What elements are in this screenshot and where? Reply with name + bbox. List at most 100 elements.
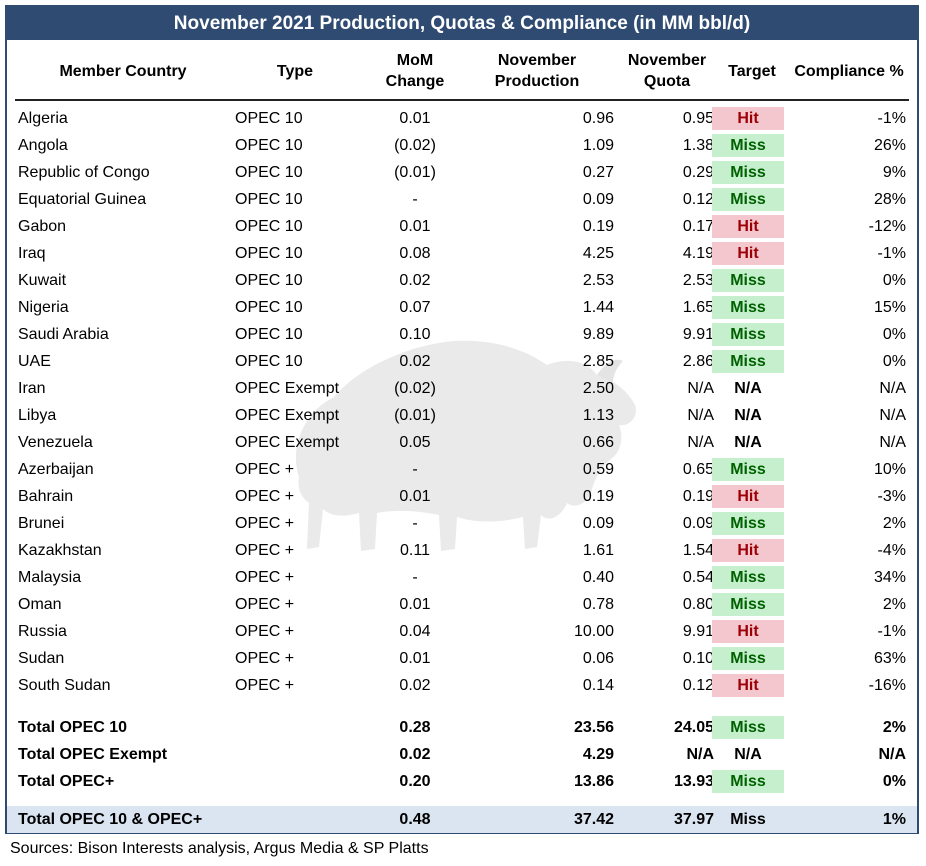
quota-cell: 37.97 xyxy=(673,811,714,828)
header-quota-line2: Quota xyxy=(643,73,691,90)
target-badge: N/A xyxy=(734,380,762,397)
header-production-line1: November xyxy=(497,52,577,69)
compliance-cell: 1% xyxy=(882,811,906,828)
quota-cell: 2.86 xyxy=(682,353,714,370)
target-badge: Miss xyxy=(712,593,784,616)
compliance-cell: -1% xyxy=(877,623,906,640)
type-cell: OPEC Exempt xyxy=(235,407,340,424)
production-cell: 0.09 xyxy=(582,515,614,532)
type-cell: OPEC + xyxy=(235,596,295,613)
production-cell: 2.50 xyxy=(582,380,614,397)
country-cell: Total OPEC 10 & OPEC+ xyxy=(18,811,203,828)
table-row: Algeria OPEC 10 0.01 0.96 0.95 Hit -1% xyxy=(7,105,917,132)
target-badge: N/A xyxy=(734,407,762,424)
quota-cell: 0.19 xyxy=(682,488,714,505)
mom-cell: 0.01 xyxy=(399,596,431,613)
compliance-cell: -4% xyxy=(877,542,906,559)
compliance-cell: 0% xyxy=(882,272,906,289)
compliance-cell: 0% xyxy=(882,326,906,343)
production-cell: 37.42 xyxy=(573,811,614,828)
compliance-cell: 10% xyxy=(873,461,906,478)
country-cell: Russia xyxy=(18,623,67,640)
type-cell: OPEC 10 xyxy=(235,326,303,343)
type-cell: OPEC 10 xyxy=(235,245,303,262)
country-cell: Equatorial Guinea xyxy=(18,191,147,208)
header-mom-line1: MoM xyxy=(396,52,434,69)
country-cell: Malaysia xyxy=(18,569,82,586)
mom-cell: 0.07 xyxy=(399,299,431,316)
table-row: Iran OPEC Exempt (0.02) 2.50 N/A N/A N/A xyxy=(7,375,917,402)
production-cell: 0.40 xyxy=(582,569,614,586)
source-note: Sources: Bison Interests analysis, Argus… xyxy=(10,840,429,857)
country-cell: Republic of Congo xyxy=(18,164,150,181)
table-row: Kuwait OPEC 10 0.02 2.53 2.53 Miss 0% xyxy=(7,267,917,294)
compliance-cell: -1% xyxy=(877,110,906,127)
target-badge: Miss xyxy=(712,188,784,211)
production-cell: 13.86 xyxy=(573,773,614,790)
header-compliance: Compliance % xyxy=(794,62,904,80)
table-row: Angola OPEC 10 (0.02) 1.09 1.38 Miss 26% xyxy=(7,132,917,159)
target-badge: Hit xyxy=(712,620,784,643)
mom-cell: 0.02 xyxy=(399,746,431,763)
compliance-cell: N/A xyxy=(879,407,906,424)
production-cell: 0.27 xyxy=(582,164,614,181)
type-cell: OPEC Exempt xyxy=(235,380,340,397)
type-cell: OPEC 10 xyxy=(235,191,303,208)
production-cell: 1.44 xyxy=(582,299,614,316)
quota-cell: 1.38 xyxy=(682,137,714,154)
compliance-cell: -1% xyxy=(877,245,906,262)
country-cell: Sudan xyxy=(18,650,65,667)
mom-cell: 0.02 xyxy=(399,677,431,694)
production-cell: 9.89 xyxy=(582,326,614,343)
target-badge: Hit xyxy=(712,539,784,562)
target-badge: Hit xyxy=(712,107,784,130)
mom-cell: (0.02) xyxy=(394,380,436,397)
bison-watermark-icon xyxy=(295,340,636,551)
mom-cell: 0.01 xyxy=(399,488,431,505)
type-cell: OPEC + xyxy=(235,461,295,478)
production-cell: 2.85 xyxy=(582,353,614,370)
quota-cell: 1.54 xyxy=(682,542,714,559)
mom-cell: 0.10 xyxy=(399,326,431,343)
table-row: Equatorial Guinea OPEC 10 - 0.09 0.12 Miss 28% xyxy=(7,186,917,213)
country-cell: Total OPEC+ xyxy=(18,773,115,790)
target-badge: Miss xyxy=(712,716,784,739)
quota-cell: N/A xyxy=(687,380,714,397)
country-cell: Kuwait xyxy=(18,272,67,289)
compliance-cell: -3% xyxy=(877,488,906,505)
type-cell: OPEC + xyxy=(235,515,295,532)
type-cell: OPEC + xyxy=(235,623,295,640)
target-badge: N/A xyxy=(734,434,762,451)
mom-cell: 0.01 xyxy=(399,650,431,667)
quota-cell: 13.93 xyxy=(673,773,714,790)
compliance-cell: 63% xyxy=(873,650,906,667)
type-cell: OPEC + xyxy=(235,488,295,505)
country-cell: Nigeria xyxy=(18,299,69,316)
compliance-cell: 9% xyxy=(882,164,906,181)
table-row: Iraq OPEC 10 0.08 4.25 4.19 Hit -1% xyxy=(7,240,917,267)
table-row: Libya OPEC Exempt (0.01) 1.13 N/A N/A N/A xyxy=(7,402,917,429)
compliance-cell: 26% xyxy=(873,137,906,154)
compliance-cell: N/A xyxy=(879,434,906,451)
quota-cell: 0.09 xyxy=(682,515,714,532)
target-badge: Miss xyxy=(712,647,784,670)
type-cell: OPEC + xyxy=(235,677,295,694)
type-cell: OPEC + xyxy=(235,569,295,586)
target-badge: Hit xyxy=(712,215,784,238)
production-cell: 1.09 xyxy=(582,137,614,154)
mom-cell: 0.04 xyxy=(399,623,431,640)
mom-cell: 0.02 xyxy=(399,353,431,370)
production-cell: 1.61 xyxy=(582,542,614,559)
table-title: November 2021 Production, Quotas & Compl… xyxy=(7,7,917,40)
country-cell: Bahrain xyxy=(18,488,74,505)
mom-cell: 0.02 xyxy=(399,272,431,289)
country-cell: Gabon xyxy=(18,218,67,235)
production-cell: 0.09 xyxy=(582,191,614,208)
table-row: UAE OPEC 10 0.02 2.85 2.86 Miss 0% xyxy=(7,348,917,375)
production-cell: 23.56 xyxy=(573,719,614,736)
compliance-cell: N/A xyxy=(878,746,906,763)
mom-cell: - xyxy=(412,461,418,478)
total-row: Total OPEC Exempt 0.02 4.29 N/A N/A N/A xyxy=(7,741,917,768)
country-cell: Azerbaijan xyxy=(18,461,94,478)
compliance-cell: N/A xyxy=(879,380,906,397)
